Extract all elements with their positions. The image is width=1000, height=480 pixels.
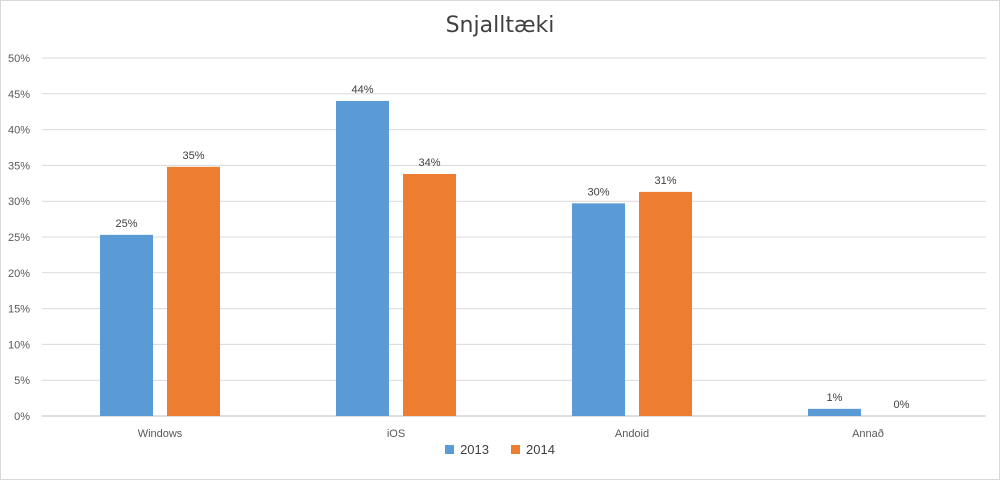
- x-tick-label: Windows: [138, 428, 183, 440]
- bar: [167, 166, 220, 416]
- x-tick-label: iOS: [387, 428, 405, 440]
- legend-label-2013: 2013: [460, 442, 489, 457]
- y-tick-label: 20%: [8, 268, 30, 280]
- y-tick-label: 50%: [8, 53, 30, 65]
- y-tick-label: 10%: [8, 339, 30, 351]
- bar: [100, 234, 153, 416]
- y-tick-label: 40%: [8, 125, 30, 137]
- x-tick-label: Andoid: [615, 428, 649, 440]
- y-tick-label: 15%: [8, 304, 30, 316]
- data-label: 31%: [654, 175, 676, 187]
- bar: [336, 100, 389, 417]
- bar: [403, 173, 456, 416]
- y-tick-label: 35%: [8, 160, 30, 172]
- data-label: 44%: [351, 84, 373, 96]
- data-label: 1%: [827, 392, 843, 404]
- y-tick-label: 5%: [14, 375, 30, 387]
- bar: [639, 191, 692, 416]
- chart-title: Snjalltæki: [445, 13, 555, 38]
- x-tick-label: Annað: [852, 428, 884, 440]
- data-label: 25%: [115, 218, 137, 230]
- data-label: 35%: [182, 150, 204, 162]
- y-tick-label: 0%: [14, 411, 30, 423]
- y-tick-label: 45%: [8, 89, 30, 101]
- legend-swatch-2013: [445, 445, 455, 454]
- legend-item-2013: 2013: [445, 442, 489, 457]
- legend-item-2014: 2014: [511, 442, 555, 457]
- y-tick-label: 30%: [8, 196, 30, 208]
- y-tick-label: 25%: [8, 232, 30, 244]
- bar: [572, 203, 625, 416]
- bar: [808, 408, 861, 416]
- data-label: 0%: [894, 399, 910, 411]
- legend-swatch-2014: [511, 445, 520, 454]
- legend: 2013 2014: [1, 442, 999, 457]
- data-label: 30%: [587, 186, 609, 198]
- data-label: 34%: [418, 157, 440, 169]
- legend-label-2014: 2014: [526, 442, 555, 457]
